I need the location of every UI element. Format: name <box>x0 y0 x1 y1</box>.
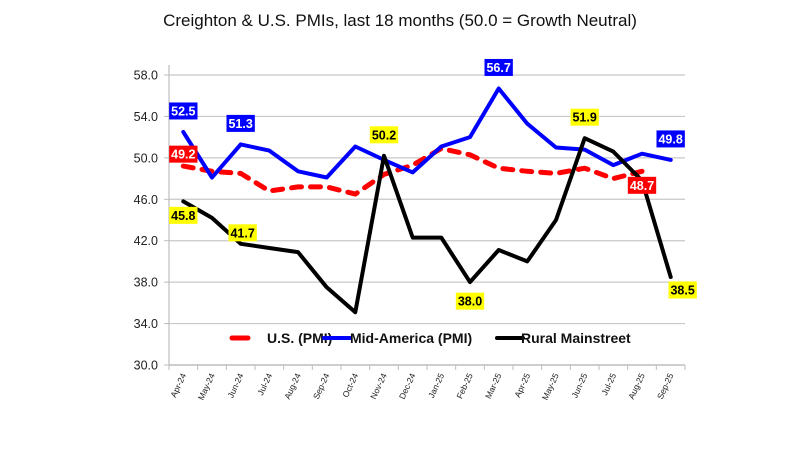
legend: U.S. (PMI) Mid-America (PMI) Rural Mainstr… <box>229 330 631 346</box>
series-lines <box>180 86 673 315</box>
data-label-text: 56.7 <box>486 61 510 75</box>
data-label-box <box>369 126 399 144</box>
data-label-text: 38.0 <box>458 295 482 309</box>
data-label: 50.2 <box>369 126 399 144</box>
data-label-box <box>226 114 255 132</box>
data-label-box <box>484 58 513 76</box>
data-label: 38.5 <box>668 281 697 299</box>
data-label: 51.3 <box>226 114 255 132</box>
data-label-box <box>169 206 198 224</box>
y-tick-label: 38.0 <box>134 276 158 290</box>
data-label-text: 45.8 <box>171 209 195 223</box>
data-label-box <box>455 292 485 310</box>
y-tick-label: 54.0 <box>134 110 158 124</box>
data-label-box <box>627 176 657 194</box>
data-label-box <box>169 145 198 163</box>
chart-title: Creighton & U.S. PMIs, last 18 months (5… <box>163 11 637 30</box>
data-label: 52.5 <box>169 102 198 120</box>
data-label-text: 51.3 <box>228 117 252 131</box>
series-line-rural-mainstreet <box>181 136 673 315</box>
y-tick-label: 42.0 <box>134 234 158 248</box>
data-label-text: 49.2 <box>171 148 195 162</box>
data-label-text: 52.5 <box>171 104 195 118</box>
data-label-text: 38.5 <box>670 283 694 297</box>
series-line-u-s-pmi <box>180 146 645 197</box>
y-tick-label: 34.0 <box>134 317 158 331</box>
data-label-text: 41.7 <box>230 226 254 240</box>
data-label: 38.0 <box>455 292 485 310</box>
y-tick-label: 46.0 <box>134 193 158 207</box>
data-label-box <box>169 102 198 120</box>
data-labels: 49.2 48.7 52.5 51.3 56.7 49.8 45.8 41.7 50.2 38.0… <box>169 58 697 310</box>
data-label-box <box>570 108 599 126</box>
data-label-box <box>228 224 257 242</box>
data-label-text: 48.7 <box>630 179 654 193</box>
data-label-text: 49.8 <box>658 132 682 146</box>
legend-label: Mid-America (PMI) <box>350 330 472 346</box>
data-label: 49.2 <box>169 145 198 163</box>
data-label-box <box>656 130 685 148</box>
data-label-text: 50.2 <box>372 128 396 142</box>
data-label: 45.8 <box>169 206 198 224</box>
data-label: 48.7 <box>627 176 657 194</box>
data-label: 51.9 <box>570 108 599 126</box>
series-line-mid-america-pmi <box>181 86 673 180</box>
y-tick-label: 58.0 <box>134 69 158 83</box>
data-label: 56.7 <box>484 58 513 76</box>
data-label: 41.7 <box>228 224 257 242</box>
y-tick-label: 50.0 <box>134 151 158 165</box>
legend-label: U.S. (PMI) <box>267 330 332 346</box>
data-label: 49.8 <box>656 130 685 148</box>
data-label-text: 51.9 <box>572 111 596 125</box>
legend-label: Rural Mainstreet <box>521 330 631 346</box>
y-tick-label: 30.0 <box>134 359 158 373</box>
data-label-box <box>668 281 697 299</box>
